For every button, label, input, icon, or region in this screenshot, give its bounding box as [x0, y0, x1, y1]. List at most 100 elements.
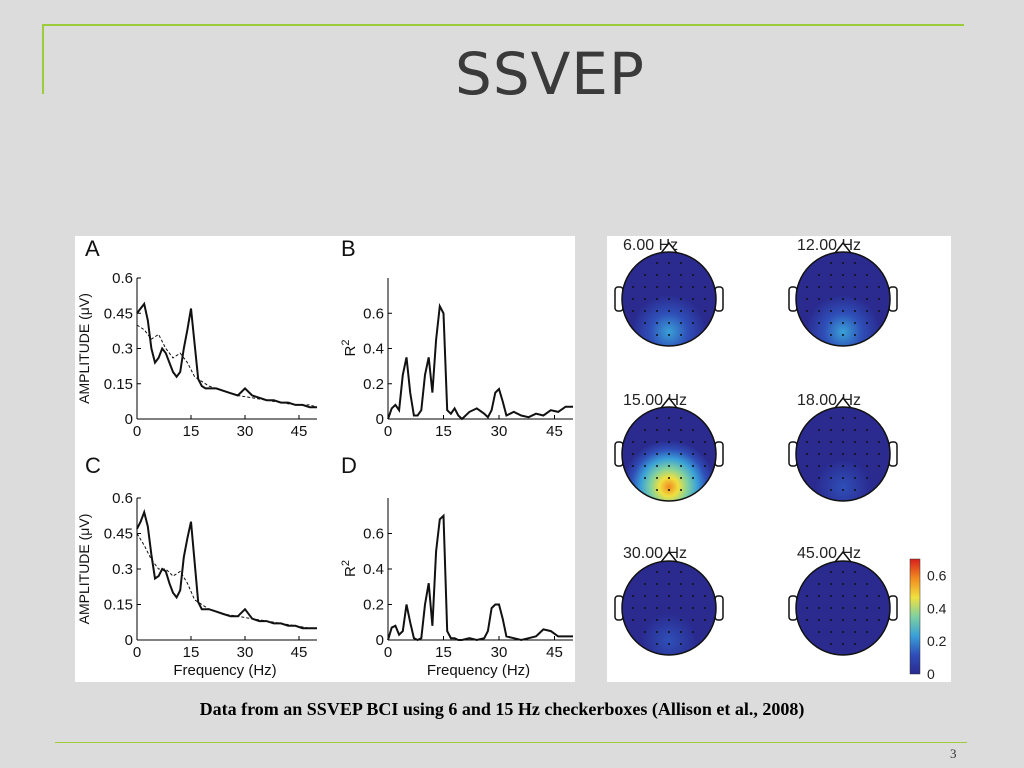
electrode [692, 429, 694, 431]
x-tick-label: 45 [546, 644, 563, 661]
electrode [830, 298, 832, 300]
electrode [680, 334, 682, 336]
electrode [818, 477, 820, 479]
electrode [680, 571, 682, 573]
electrode [842, 619, 844, 621]
panel-C: C 0 0.15 0.3 0.45 0.6 0 15 30 45 AMPLITUDE (μV) Fre… [76, 453, 317, 679]
electrode [842, 274, 844, 276]
electrode [866, 429, 868, 431]
electrode [878, 310, 880, 312]
x-tick-label: 30 [237, 644, 254, 661]
electrode [854, 631, 856, 633]
electrode [854, 619, 856, 621]
electrode [656, 310, 658, 312]
y-tick-label: 0 [376, 411, 384, 428]
electrode [854, 274, 856, 276]
electrode [842, 429, 844, 431]
electrode [692, 619, 694, 621]
colorbar-scale [909, 558, 921, 675]
y-axis-label: AMPLITUDE (μV) [76, 293, 92, 404]
series-line-solid [387, 513, 573, 642]
electrode [656, 477, 658, 479]
electrode [818, 465, 820, 467]
series-line-dashed [136, 324, 318, 408]
y-tick-label: 0.45 [104, 305, 133, 322]
x-tick-label: 15 [435, 644, 452, 661]
electrode [692, 322, 694, 324]
electrode [830, 274, 832, 276]
electrode [692, 298, 694, 300]
electrode [644, 274, 646, 276]
electrode [830, 619, 832, 621]
electrode [680, 417, 682, 419]
colorbar-tick-label: 0.4 [927, 600, 947, 616]
panel-letter: A [85, 236, 100, 261]
electrode [854, 607, 856, 609]
y-tick-label: 0.4 [363, 561, 384, 578]
electrode [656, 286, 658, 288]
electrode [704, 453, 706, 455]
series-line-solid [136, 508, 317, 630]
x-tick-label: 0 [133, 423, 141, 440]
electrode [668, 619, 670, 621]
electrode [818, 274, 820, 276]
y-tick-label: 0.6 [112, 270, 133, 287]
y-tick-label: 0 [376, 632, 384, 649]
electrode [842, 631, 844, 633]
electrode [878, 607, 880, 609]
electrode [842, 595, 844, 597]
electrode [818, 310, 820, 312]
electrode [668, 489, 670, 491]
electrode [632, 607, 634, 609]
series-line-dashed [136, 533, 317, 629]
electrode [830, 607, 832, 609]
electrode [656, 441, 658, 443]
electrode [806, 465, 808, 467]
electrode [692, 441, 694, 443]
footer-line [55, 742, 967, 743]
y-axis-label: R2 [340, 560, 359, 577]
electrode [668, 643, 670, 645]
panel-letter: C [85, 453, 101, 478]
electrode [830, 322, 832, 324]
electrode [644, 631, 646, 633]
electrode [806, 453, 808, 455]
electrode [866, 477, 868, 479]
electrode [866, 298, 868, 300]
electrode [692, 631, 694, 633]
electrode [842, 441, 844, 443]
electrode [842, 489, 844, 491]
electrode [644, 465, 646, 467]
electrode [806, 298, 808, 300]
electrode [692, 274, 694, 276]
x-tick-label: 0 [384, 423, 392, 440]
electrode [632, 286, 634, 288]
electrode [704, 619, 706, 621]
electrode [866, 274, 868, 276]
electrode [704, 298, 706, 300]
x-tick-label: 15 [183, 423, 200, 440]
x-tick-label: 45 [546, 423, 563, 440]
panel-letter: D [341, 453, 357, 478]
electrode [842, 643, 844, 645]
electrode [644, 310, 646, 312]
electrode [644, 298, 646, 300]
topomap-1: 12.00 Hz [788, 237, 898, 347]
y-tick-label: 0.15 [104, 376, 133, 393]
electrode [854, 417, 856, 419]
electrode [842, 465, 844, 467]
electrode [692, 607, 694, 609]
electrode [680, 465, 682, 467]
y-tick-label: 0.4 [363, 341, 384, 358]
electrode [668, 631, 670, 633]
x-tick-label: 15 [435, 423, 452, 440]
electrode [854, 441, 856, 443]
electrode [854, 571, 856, 573]
electrode [866, 322, 868, 324]
electrode [842, 417, 844, 419]
x-tick-label: 0 [384, 644, 392, 661]
colorbar: 0 0.2 0.4 0.6 [909, 558, 947, 682]
electrode [854, 595, 856, 597]
electrode [668, 286, 670, 288]
electrode [668, 595, 670, 597]
